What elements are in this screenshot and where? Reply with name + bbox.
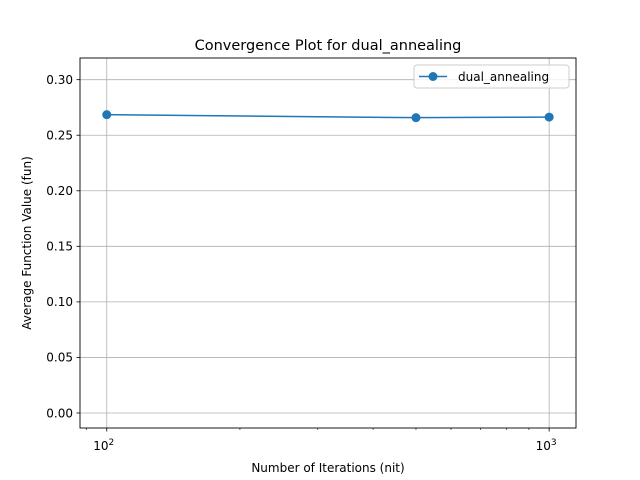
legend-box: [413, 64, 570, 89]
plot-frame: [79, 57, 577, 429]
y-tick-label: 0.30: [46, 73, 73, 87]
y-tick-label: 0.15: [46, 240, 73, 254]
y-tick-label: 0.20: [46, 184, 73, 198]
ticks: 0.00 0.05 0.10 0.15 0.20 0.25 0.30 102 103: [46, 73, 556, 453]
chart-title: Convergence Plot for dual_annealing: [195, 38, 462, 54]
y-tick-label: 0.10: [46, 295, 73, 309]
data-point: [411, 113, 421, 123]
y-axis-label: Average Function Value (fun): [20, 156, 34, 330]
y-tick-label: 0.05: [46, 351, 73, 365]
x-tick-label: 103: [536, 438, 557, 453]
legend-label-dual-annealing: dual_annealing: [458, 70, 549, 84]
x-axis-label: Number of Iterations (nit): [251, 461, 404, 475]
data-point: [102, 110, 112, 120]
series-layer: [102, 110, 554, 123]
legend: dual_annealing: [413, 64, 570, 89]
data-point: [544, 112, 554, 122]
legend-marker-dual-annealing: [428, 72, 438, 81]
y-tick-label: 0.25: [46, 129, 73, 143]
x-tick-label: 102: [93, 438, 114, 453]
y-tick-label: 0.00: [46, 406, 73, 420]
